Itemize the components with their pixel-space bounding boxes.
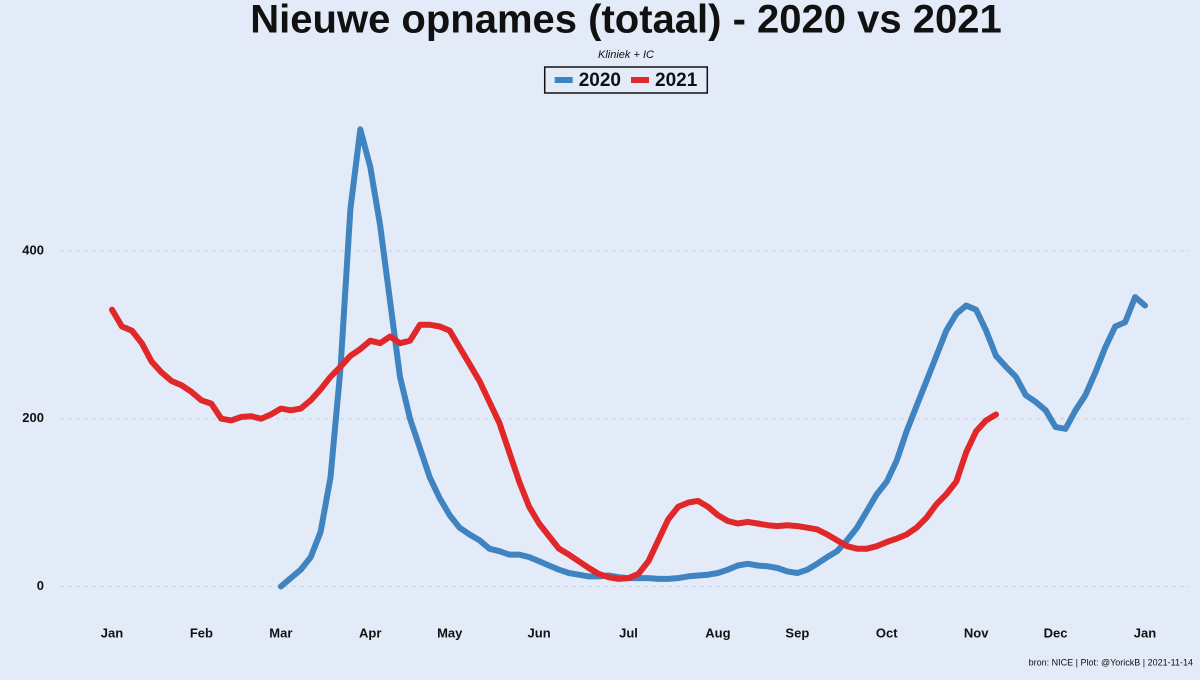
x-tick-label: Oct [876, 625, 898, 640]
series-line [277, 126, 1148, 590]
y-tick-label: 0 [37, 578, 44, 593]
x-tick-label: Aug [705, 625, 730, 640]
y-tick-label: 200 [22, 410, 44, 425]
x-tick-label: May [437, 625, 463, 640]
x-tick-label: Sep [785, 625, 809, 640]
legend-box [543, 66, 709, 94]
x-tick-label: Apr [359, 625, 381, 640]
legend-label: 2021 [655, 70, 698, 91]
chart-title: Nieuwe opnames (totaal) - 2020 vs 2021 [250, 0, 1001, 42]
x-tick-label: Jun [528, 625, 551, 640]
source-note: bron: NICE | Plot: @YorickB | 2021-11-14 [1029, 657, 1193, 667]
x-tick-label: Jul [619, 625, 638, 640]
chart-subtitle: Kliniek + IC [598, 49, 654, 61]
x-tick-label: Dec [1044, 625, 1068, 640]
legend-label: 2020 [579, 70, 621, 91]
x-tick-label: Nov [964, 625, 989, 640]
y-tick-label: 400 [22, 242, 44, 257]
legend: 2020 2021 [543, 66, 709, 94]
x-tick-label: Jan [101, 625, 123, 640]
x-tick-label: Jan [1134, 625, 1156, 640]
x-tick-label: Mar [269, 625, 292, 640]
series-line [109, 306, 999, 582]
x-tick-label: Feb [190, 625, 213, 640]
